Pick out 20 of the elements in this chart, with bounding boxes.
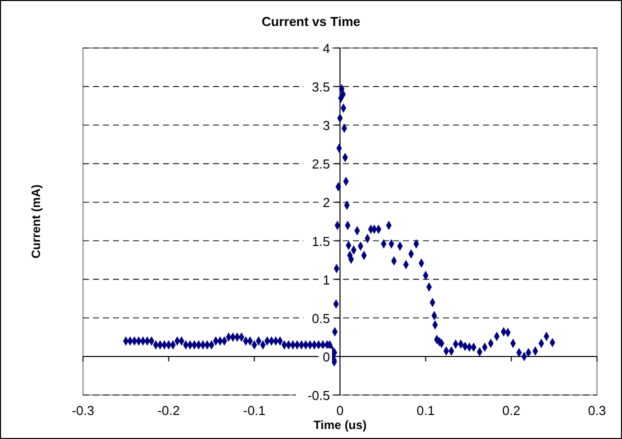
x-tick-label: 0.3 — [588, 403, 606, 418]
x-tick-label: 0.1 — [416, 403, 435, 418]
y-tick-label: 3.5 — [312, 80, 330, 95]
x-axis-title: Time (us) — [313, 418, 367, 432]
y-tick-label: 4 — [322, 41, 330, 56]
y-axis-title: Current (mA) — [29, 184, 43, 258]
y-tick-label: 2.5 — [312, 156, 330, 172]
y-tick-label: 1.5 — [312, 234, 330, 249]
y-tick-label: 0 — [322, 349, 330, 364]
y-tick-label: 1 — [322, 272, 330, 288]
y-tick-label: 0.5 — [312, 310, 330, 326]
x-tick-label: 0.2 — [502, 403, 520, 418]
y-tick-label: -0.5 — [308, 388, 330, 403]
x-tick-label: -0.1 — [243, 403, 266, 418]
x-tick-label: 0 — [336, 403, 344, 418]
y-tick-label: 3 — [322, 118, 330, 134]
y-tick-label: 2 — [322, 195, 330, 210]
x-tick-label: -0.3 — [72, 403, 94, 418]
x-tick-label: -0.2 — [157, 403, 180, 418]
chart-title: Current vs Time — [262, 14, 360, 29]
